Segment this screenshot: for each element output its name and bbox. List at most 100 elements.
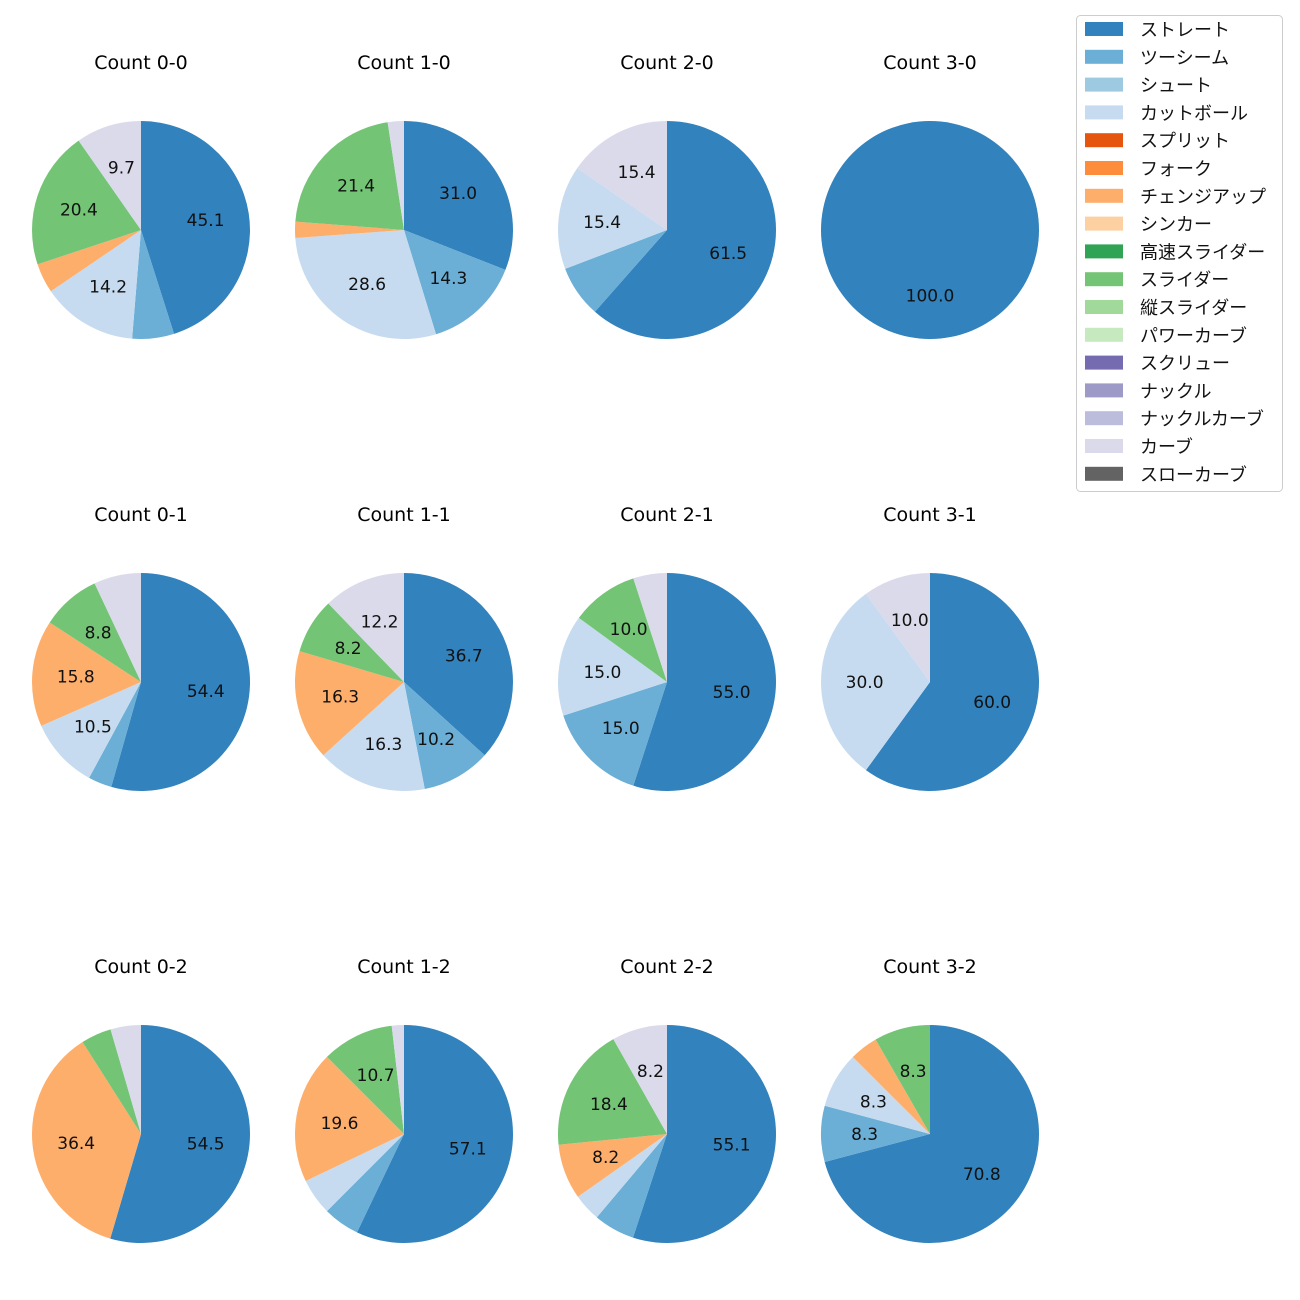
pie-slice: [50, 230, 141, 339]
legend-item: スローカーブ: [1085, 464, 1247, 486]
chart-title: Count 0-2: [94, 956, 188, 978]
legend-swatch: [1085, 77, 1123, 92]
legend-label: 高速スライダー: [1140, 242, 1265, 263]
pie-chart: Count 3-2 70.8 8.3 8.3 8.3: [821, 956, 1040, 1243]
chart-title: Count 3-1: [883, 504, 977, 526]
pie-slice: [578, 578, 667, 682]
slice-value-label: 15.8: [57, 668, 95, 688]
legend-label: シュート: [1140, 76, 1212, 97]
pie-chart: Count 1-2 57.1 19.6 10.7: [295, 956, 514, 1243]
pie-slice: [49, 583, 141, 682]
slice-value-label: 8.8: [85, 624, 112, 644]
chart-title: Count 1-2: [357, 956, 451, 978]
slice-value-label: 8.2: [637, 1062, 664, 1082]
pie-chart: Count 2-2 55.1 8.2 18.4 8.2: [557, 956, 776, 1243]
legend-label: ナックル: [1140, 381, 1211, 402]
pie-slice: [633, 573, 667, 682]
pie-slice: [295, 122, 404, 230]
pie-slice: [295, 651, 404, 756]
legend-label: 縦スライダー: [1140, 298, 1247, 319]
slice-value-label: 61.5: [709, 244, 747, 264]
chart-title: Count 0-1: [94, 504, 188, 526]
pie-chart: Count 1-1 36.7 10.2 16.3 16.3 8.2 12.2: [295, 504, 513, 791]
slice-value-label: 15.4: [583, 213, 621, 233]
slice-value-label: 14.3: [429, 269, 467, 289]
chart-title: Count 0-0: [94, 52, 188, 74]
pie-slice: [328, 573, 404, 682]
chart-title: Count 3-0: [883, 52, 977, 74]
slice-value-label: 54.4: [187, 682, 225, 702]
pie-slice: [404, 230, 506, 335]
slice-value-label: 36.4: [57, 1134, 95, 1154]
pie-slice: [594, 121, 777, 340]
pie-slice: [824, 1025, 1040, 1243]
legend-item: スクリュー: [1085, 354, 1230, 375]
pie-chart: Count 2-0 61.5 15.4 15.4: [557, 52, 777, 340]
legend-item: ストレート: [1085, 20, 1230, 41]
pie-chart: Count 0-2 54.5 36.4: [31, 956, 250, 1243]
slice-value-label: 10.5: [74, 717, 112, 737]
legend-label: スライダー: [1140, 270, 1229, 291]
pie-slice: [89, 682, 141, 787]
legend-item: 高速スライダー: [1085, 242, 1265, 263]
pie-slice: [865, 573, 930, 682]
pie-slice: [82, 1029, 141, 1134]
legend-item: ナックル: [1085, 381, 1211, 402]
pie-slice: [326, 1025, 404, 1134]
pie-slice: [295, 230, 437, 339]
legend-item: パワーカーブ: [1085, 325, 1247, 347]
legend-label: スクリュー: [1140, 354, 1230, 375]
slice-value-label: 15.4: [618, 163, 656, 183]
chart-title: Count 1-0: [357, 52, 451, 74]
pie-slice: [295, 1056, 404, 1182]
slice-value-label: 19.6: [321, 1114, 359, 1134]
pie-slice: [633, 1025, 776, 1243]
pie-slice: [110, 1025, 250, 1243]
slice-value-label: 15.0: [602, 719, 640, 739]
slice-value-label: 10.7: [357, 1066, 395, 1086]
legend-item: カーブ: [1085, 436, 1193, 458]
slice-value-label: 16.3: [364, 735, 402, 755]
legend-item: ツーシーム: [1085, 48, 1229, 69]
pie-slice: [557, 168, 667, 269]
pie-slice: [391, 1025, 404, 1134]
legend-swatch: [1085, 355, 1123, 370]
legend-item: スライダー: [1085, 270, 1229, 291]
pie-chart: Count 2-1 55.0 15.0 15.0 10.0: [557, 504, 776, 791]
pie-slice: [94, 573, 141, 682]
pie-slice: [404, 573, 513, 756]
legend-item: スプリット: [1085, 131, 1230, 152]
pie-slice: [110, 1025, 141, 1134]
legend-swatch: [1085, 327, 1123, 342]
pie-slice: [821, 1105, 930, 1162]
pie-slice: [633, 573, 776, 791]
pie-slice: [37, 230, 141, 292]
legend-item: フォーク: [1085, 159, 1212, 180]
pie-slice: [577, 121, 667, 230]
legend-swatch: [1085, 216, 1123, 231]
slice-value-label: 30.0: [846, 673, 884, 693]
legend-swatch: [1085, 244, 1123, 259]
legend-swatch: [1085, 272, 1123, 287]
slice-value-label: 36.7: [445, 647, 483, 667]
legend-label: フォーク: [1140, 159, 1212, 180]
slice-value-label: 57.1: [449, 1140, 487, 1160]
pie-chart: Count 3-0 100.0: [821, 52, 1039, 339]
pie-slice: [563, 682, 667, 786]
legend-label: カットボール: [1140, 103, 1248, 124]
slice-value-label: 54.5: [187, 1134, 225, 1154]
pie-slice: [32, 140, 141, 265]
legend-swatch: [1085, 383, 1123, 398]
legend-swatch: [1085, 133, 1123, 148]
legend-label: シンカー: [1140, 215, 1212, 236]
slice-value-label: 31.0: [439, 184, 477, 204]
pie-slice: [865, 573, 1040, 791]
legend-swatch: [1085, 161, 1123, 175]
pie-chart: Count 3-1 60.0 30.0 10.0: [821, 504, 1040, 791]
legend-item: シンカー: [1085, 215, 1212, 236]
slice-value-label: 12.2: [361, 612, 399, 632]
pie-slice: [824, 1056, 930, 1134]
slice-value-label: 60.0: [973, 693, 1011, 713]
slice-value-label: 70.8: [963, 1165, 1001, 1185]
pie-slice: [299, 603, 404, 682]
